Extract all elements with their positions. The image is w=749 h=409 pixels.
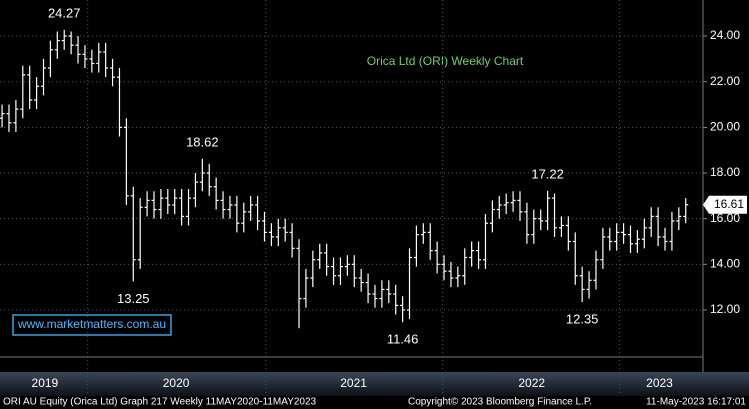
last-price-label: 16.61 — [714, 197, 744, 211]
y-tick-label: 14.00 — [710, 256, 740, 270]
last-price-box — [703, 195, 747, 214]
y-tick-label: 22.00 — [710, 74, 740, 88]
y-tick-label: 20.00 — [710, 120, 740, 134]
footer-center: Copyright© 2023 Bloomberg Finance L.P. — [408, 397, 592, 408]
x-tick-label: 2020 — [163, 376, 190, 390]
footer-right: 11-May-2023 16:17:01 — [646, 397, 746, 408]
footer-left: ORI AU Equity (Orica Ltd) Graph 217 Week… — [3, 397, 317, 408]
x-tick-label: 2022 — [518, 376, 545, 390]
x-tick-label: 2019 — [32, 376, 59, 390]
low-annotation: 11.46 — [387, 332, 419, 347]
low-annotation: 12.35 — [566, 311, 599, 326]
low-annotation: 13.25 — [117, 291, 150, 306]
high-annotation: 17.22 — [531, 166, 564, 181]
watermark: www.marketmatters.com.au — [17, 317, 166, 331]
high-annotation: 18.62 — [186, 134, 219, 149]
high-annotation: 24.27 — [48, 5, 81, 20]
y-tick-label: 18.00 — [710, 165, 740, 179]
x-axis-band — [0, 372, 749, 396]
x-tick-label: 2021 — [340, 376, 367, 390]
y-tick-label: 12.00 — [710, 302, 740, 316]
chart-title: Orica Ltd (ORI) Weekly Chart — [367, 54, 524, 68]
y-tick-label: 24.00 — [710, 28, 740, 42]
x-tick-label: 2023 — [646, 376, 673, 390]
y-tick-label: 16.00 — [710, 211, 740, 225]
watermark-box — [12, 314, 172, 336]
